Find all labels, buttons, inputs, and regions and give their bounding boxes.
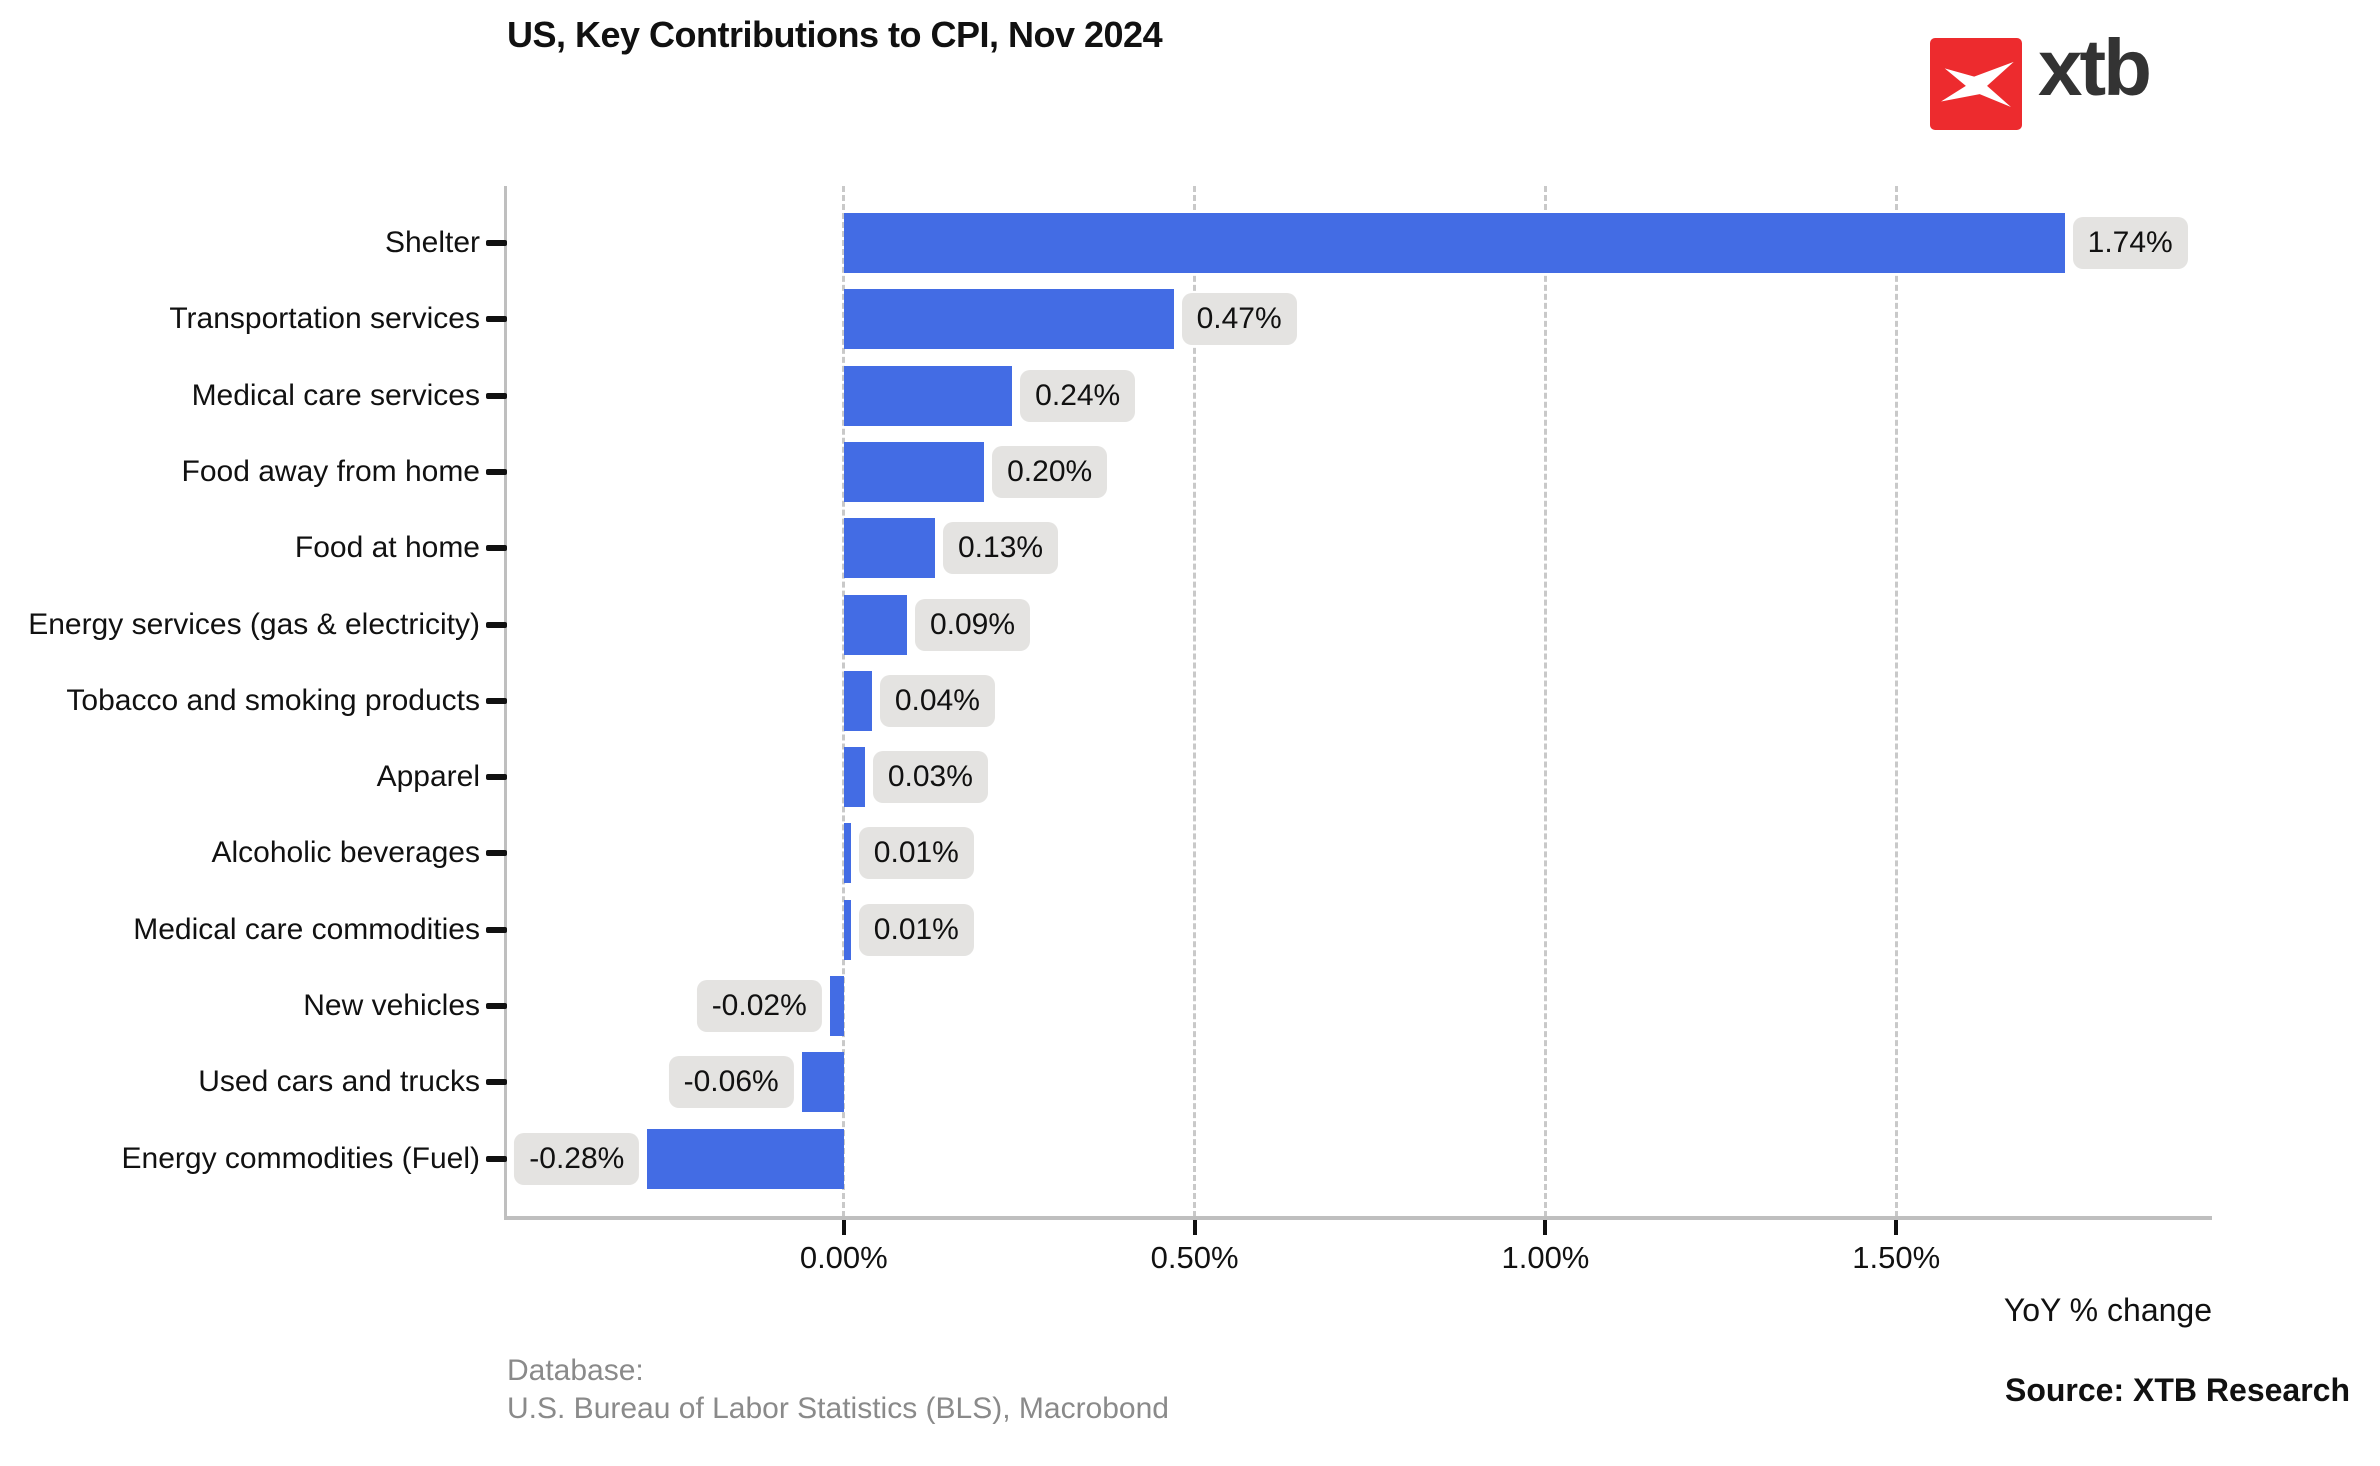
x-tick-label: 0.50% xyxy=(1150,1240,1239,1275)
category-tick xyxy=(486,621,507,628)
footer-database-label: Database: xyxy=(507,1354,644,1387)
category-label: Medical care services xyxy=(191,378,480,412)
x-axis-label: YoY % change xyxy=(2003,1292,2212,1328)
value-label: 0.09% xyxy=(914,598,1031,651)
category-tick xyxy=(486,316,507,323)
xtb-logo-icon xyxy=(1930,38,2022,130)
footer-database-value: U.S. Bureau of Labor Statistics (BLS), M… xyxy=(507,1392,1169,1425)
category-tick xyxy=(486,850,507,857)
value-label: 0.01% xyxy=(858,827,974,880)
x-axis-tick xyxy=(841,1219,846,1235)
bar xyxy=(843,289,1174,350)
category-tick xyxy=(486,240,507,246)
category-tick xyxy=(486,545,507,552)
bar xyxy=(843,670,872,731)
chart-title: US, Key Contributions to CPI, Nov 2024 xyxy=(507,14,1163,55)
category-tick xyxy=(486,926,507,933)
category-label: Tobacco and smoking products xyxy=(66,683,480,717)
bar xyxy=(801,1052,844,1113)
bar xyxy=(843,899,851,960)
x-tick-label: 0.00% xyxy=(799,1240,888,1275)
category-label: Medical care commodities xyxy=(133,912,480,946)
gridline xyxy=(1193,186,1197,1217)
category-tick xyxy=(486,1155,507,1162)
bar xyxy=(647,1128,844,1189)
x-axis-tick xyxy=(1192,1219,1197,1235)
category-label: Energy services (gas & electricity) xyxy=(28,607,480,641)
category-tick xyxy=(486,468,507,475)
category-label: Energy commodities (Fuel) xyxy=(121,1141,480,1175)
x-axis-tick xyxy=(1543,1219,1548,1235)
gridline xyxy=(1894,186,1898,1217)
xtb-logo-text: xtb xyxy=(2038,23,2152,112)
category-label: New vehicles xyxy=(303,989,480,1022)
footer-database: Database: U.S. Bureau of Labor Statistic… xyxy=(507,1352,1169,1428)
value-label: 0.03% xyxy=(872,751,988,804)
bar xyxy=(829,976,844,1036)
value-label: -0.02% xyxy=(696,980,822,1032)
bar xyxy=(843,518,935,579)
bar xyxy=(843,213,2065,273)
value-label: 0.04% xyxy=(879,674,995,727)
value-label: 0.01% xyxy=(858,903,974,956)
bar xyxy=(843,365,1013,426)
category-label: Food away from home xyxy=(181,454,480,488)
x-tick-label: 1.00% xyxy=(1501,1240,1590,1275)
x-tick-label: 1.50% xyxy=(1852,1240,1941,1275)
bar xyxy=(843,747,865,808)
category-tick xyxy=(486,697,507,704)
category-tick xyxy=(486,774,507,781)
value-label: -0.28% xyxy=(514,1132,640,1185)
category-label: Alcoholic beverages xyxy=(211,836,481,870)
value-label: 0.20% xyxy=(992,445,1108,498)
category-label: Shelter xyxy=(384,226,480,259)
category-label: Food at home xyxy=(294,531,480,565)
category-label: Apparel xyxy=(376,760,480,794)
category-tick xyxy=(486,1079,507,1086)
category-tick xyxy=(486,392,507,399)
value-label: 0.13% xyxy=(943,522,1059,575)
x-axis-line xyxy=(504,1216,2212,1220)
category-label: Used cars and trucks xyxy=(198,1065,480,1099)
bar xyxy=(843,441,985,502)
bar xyxy=(843,594,907,655)
category-tick xyxy=(486,1003,507,1009)
category-label: Transportation services xyxy=(169,302,480,336)
value-label: 0.24% xyxy=(1020,369,1136,422)
x-axis-tick xyxy=(1894,1219,1899,1235)
value-label: -0.06% xyxy=(668,1056,794,1109)
bar xyxy=(843,823,851,884)
footer-source: Source: XTB Research xyxy=(2004,1372,2350,1408)
value-label: 0.47% xyxy=(1181,293,1297,346)
value-label: 1.74% xyxy=(2072,217,2188,269)
gridline xyxy=(1543,186,1547,1217)
